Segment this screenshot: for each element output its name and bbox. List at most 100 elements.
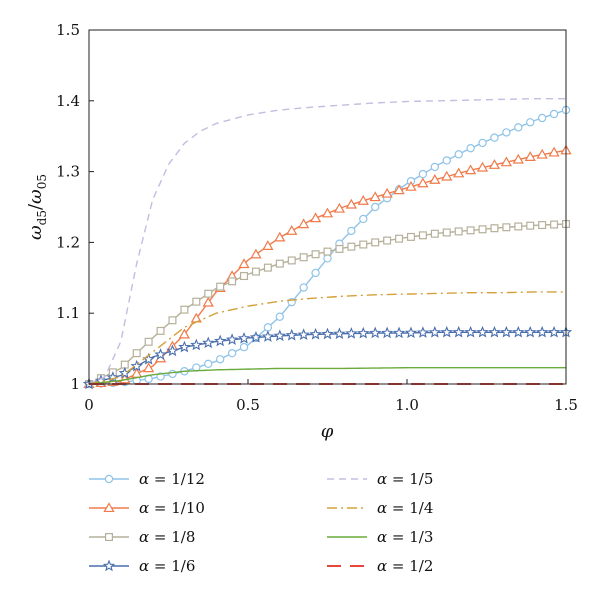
data-point [537,113,547,123]
x-tick-label: 0 [84,396,94,414]
data-point [204,289,213,298]
data-point [323,254,332,263]
data-point [381,187,393,198]
data-point [359,240,368,249]
data-point [535,325,549,338]
data-point [154,348,167,360]
data-point [418,231,427,240]
series-line [88,97,566,385]
data-point [287,256,296,265]
legend-item: α = 1/5 [327,470,433,488]
data-point [311,268,320,278]
x-tick-label: 1.0 [395,396,419,414]
data-point [488,159,501,169]
data-point [214,334,227,347]
series-6 [88,291,566,385]
data-point [429,174,441,184]
data-point [452,325,465,338]
data-point [321,207,334,218]
legend-marker [103,502,115,513]
legend-label: α = 1/12 [139,470,205,488]
legend-item: α = 1/4 [327,499,433,517]
data-point [228,277,237,286]
data-point [321,327,334,340]
data-point [156,326,165,335]
y-tick-label: 1.3 [56,163,80,181]
data-point [240,272,249,281]
legend-item: α = 1/2 [327,557,433,575]
data-point [538,221,547,230]
y-tick-label: 1.4 [56,92,80,110]
data-point [490,224,499,233]
data-point [500,325,513,338]
legend-label: α = 1/3 [377,528,433,546]
series-1 [84,105,571,389]
data-point [405,180,417,191]
data-point [261,330,275,342]
data-point [512,153,524,164]
data-point [430,162,440,172]
data-point [442,156,451,165]
data-point [454,150,463,159]
data-point [549,109,559,119]
data-point [273,329,286,342]
data-point [369,191,381,202]
data-point [383,236,392,245]
series-5 [88,97,566,385]
data-point [204,359,213,369]
data-point [286,224,298,235]
legend-label: α = 1/10 [139,499,205,517]
data-point [299,283,308,292]
x-axis: 0 0.5 1.0 1.5 [84,379,578,414]
data-point [550,220,559,229]
data-point [464,164,477,175]
data-point [275,259,284,268]
data-point [359,214,368,224]
legend-item: α = 1/6 [89,557,195,575]
data-point [514,123,523,132]
data-point [311,250,320,259]
data-point [249,330,263,343]
data-point [500,156,513,167]
data-point [227,349,237,358]
data-point [453,167,465,178]
x-tick-label: 0.5 [236,396,260,414]
data-point [323,247,332,256]
data-point [274,231,286,242]
data-point [380,326,394,339]
data-point [215,355,225,364]
data-point [309,327,322,340]
data-point [441,170,453,181]
data-point [190,338,203,351]
y-tick-label: 1.5 [56,21,80,39]
data-point [430,229,439,238]
data-point [526,221,535,230]
data-point [251,267,260,276]
data-point [347,226,356,236]
data-point [417,177,429,188]
data-point [369,326,382,339]
legend-marker [104,474,114,484]
data-point [345,327,358,339]
legend-item: α = 1/3 [327,528,433,546]
data-point [285,328,298,341]
data-point [298,218,310,229]
data-point [297,328,310,341]
series-line [88,367,566,385]
data-point [524,151,536,161]
x-tick-label: 1.5 [554,396,578,414]
data-point [548,146,560,157]
data-point [239,342,249,352]
data-point [263,263,272,272]
data-point [275,312,284,321]
data-point [524,325,537,338]
data-point [202,336,215,349]
data-point [299,253,308,262]
data-point [428,325,441,338]
data-point [333,202,346,213]
data-point [454,227,463,236]
data-point [371,238,380,247]
data-point [512,325,525,338]
data-point [192,297,201,306]
